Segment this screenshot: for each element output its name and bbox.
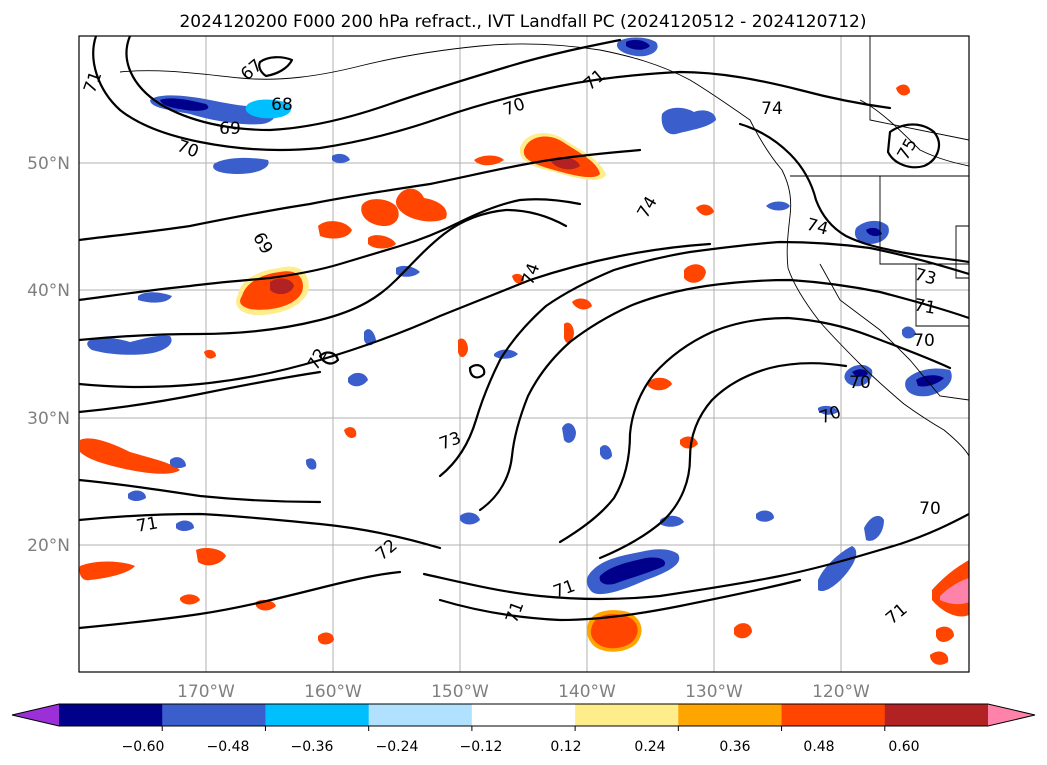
colorbar-segment bbox=[471, 704, 576, 726]
lon-label: 150°W bbox=[431, 682, 489, 702]
colorbar-tick-label: 0.60 bbox=[888, 739, 919, 755]
colorbar-segment bbox=[678, 704, 783, 726]
colorbar-extend-min bbox=[12, 704, 59, 726]
negative-anomaly-patches bbox=[87, 37, 952, 595]
contour-label: 70 bbox=[913, 331, 935, 351]
contour-label: 74 bbox=[804, 215, 830, 240]
contour-label: 70 bbox=[817, 402, 844, 428]
colorbar-tick-label: −0.12 bbox=[460, 739, 503, 755]
positive-anomaly-patches bbox=[79, 84, 969, 665]
contour-label: 70 bbox=[849, 373, 871, 393]
colorbar-segment bbox=[575, 704, 679, 726]
colorbar-tick-label: 0.24 bbox=[634, 739, 665, 755]
contour-label: 72 bbox=[304, 345, 332, 374]
contour-label: 71 bbox=[502, 599, 528, 626]
lat-label: 40°N bbox=[27, 281, 70, 301]
colorbar-segment bbox=[884, 704, 989, 726]
contour-label: 72 bbox=[372, 536, 401, 565]
contour-label: 70 bbox=[174, 136, 201, 162]
colorbar bbox=[11, 703, 1036, 731]
contour-label: 71 bbox=[80, 69, 106, 96]
lon-label: 170°W bbox=[177, 682, 235, 702]
contour-label: 74 bbox=[634, 193, 662, 222]
lat-label: 50°N bbox=[27, 154, 70, 174]
contour-label: 71 bbox=[135, 513, 160, 536]
refractivity-contours bbox=[79, 36, 969, 630]
map-frame bbox=[78, 35, 970, 673]
colorbar-segment bbox=[162, 704, 266, 726]
lon-label: 130°W bbox=[685, 682, 743, 702]
colorbar-tick-label: 0.48 bbox=[803, 739, 834, 755]
colorbar-outline bbox=[11, 703, 1036, 727]
lon-label: 160°W bbox=[304, 682, 362, 702]
contour-label: 75 bbox=[894, 135, 922, 164]
contour-label: 69 bbox=[219, 119, 241, 139]
contour-label: 71 bbox=[912, 295, 937, 318]
latitude-labels: 50°N 40°N 30°N 20°N bbox=[27, 154, 70, 556]
colorbar-segment bbox=[368, 704, 473, 726]
colorbar-segment bbox=[781, 704, 886, 726]
contour-label: 68 bbox=[271, 95, 293, 115]
colorbar-tick-label: −0.48 bbox=[207, 739, 250, 755]
colorbar-tick-label: −0.60 bbox=[122, 739, 165, 755]
colorbar-extend-max bbox=[988, 704, 1035, 726]
lon-label: 140°W bbox=[558, 682, 616, 702]
map-area: 71 67 68 69 70 70 71 74 75 69 74 74 74 7… bbox=[79, 36, 969, 672]
contour-labels: 71 67 68 69 70 70 71 74 75 69 74 74 74 7… bbox=[80, 56, 941, 629]
lat-label: 20°N bbox=[27, 536, 70, 556]
colorbar-tick-labels: −0.60 −0.48 −0.36 −0.24 −0.12 0.12 0.24 … bbox=[122, 739, 920, 755]
contour-label: 71 bbox=[882, 600, 911, 629]
colorbar-tick-label: 0.36 bbox=[719, 739, 750, 755]
plot-title: 2024120200 F000 200 hPa refract., IVT La… bbox=[179, 12, 866, 32]
contour-label: 69 bbox=[248, 229, 276, 258]
contour-label: 71 bbox=[580, 66, 609, 95]
contour-label: 74 bbox=[761, 99, 783, 119]
colorbar-tick-label: 0.12 bbox=[550, 739, 581, 755]
colorbar-tick-label: −0.24 bbox=[376, 739, 419, 755]
longitude-labels: 170°W 160°W 150°W 140°W 130°W 120°W bbox=[177, 682, 870, 702]
colorbar-segment bbox=[265, 704, 370, 726]
lon-label: 120°W bbox=[812, 682, 870, 702]
colorbar-tick-label: −0.36 bbox=[291, 739, 334, 755]
contour-label: 70 bbox=[919, 499, 941, 519]
colorbar-segment bbox=[59, 704, 163, 726]
lat-label: 30°N bbox=[27, 409, 70, 429]
